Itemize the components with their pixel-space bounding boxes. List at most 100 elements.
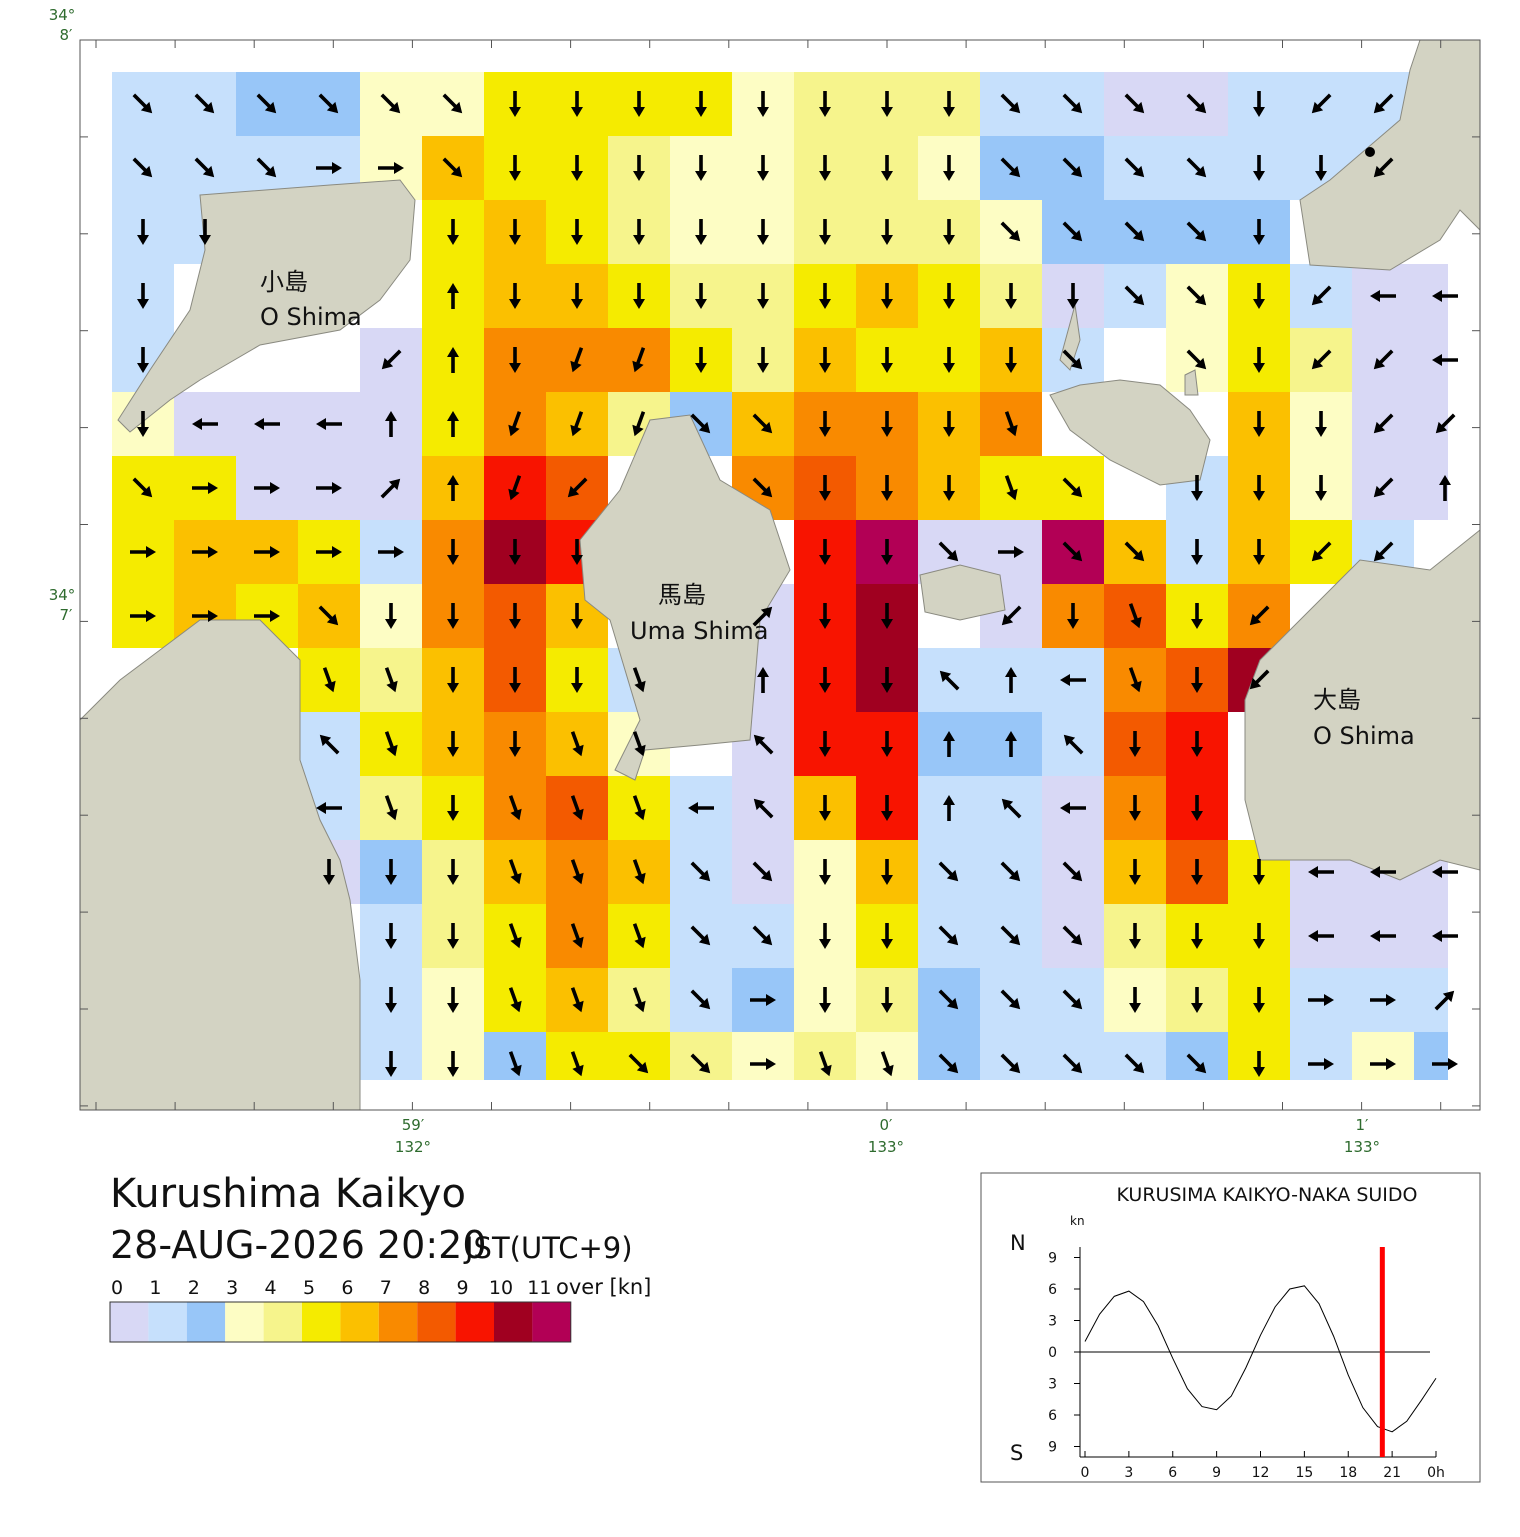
legend-swatch — [455, 1302, 494, 1342]
legend-tick: 8 — [418, 1277, 430, 1299]
current-arrow — [509, 667, 521, 693]
lon-minute: 59′ — [402, 1116, 425, 1134]
current-arrow — [633, 91, 645, 117]
current-arrow — [447, 603, 459, 629]
current-arrow — [508, 1051, 522, 1077]
current-arrow — [570, 731, 584, 757]
current-arrow — [1186, 93, 1207, 114]
current-arrow — [508, 411, 522, 437]
current-arrow — [1191, 795, 1203, 821]
speed-cell — [608, 1032, 670, 1080]
current-arrow — [752, 477, 773, 498]
current-arrow — [819, 731, 831, 757]
current-arrow — [1311, 349, 1332, 370]
legend-swatch — [494, 1302, 533, 1342]
current-arrow — [447, 347, 459, 373]
current-arrow — [132, 157, 153, 178]
current-arrow — [819, 859, 831, 885]
current-arrow — [130, 610, 156, 622]
current-arrow — [1186, 221, 1207, 242]
current-arrow — [571, 667, 583, 693]
current-arrow — [1432, 930, 1458, 942]
current-arrow — [819, 347, 831, 373]
current-arrow — [192, 610, 218, 622]
legend-tick: 5 — [303, 1277, 315, 1299]
current-arrow — [509, 539, 521, 565]
speed-cell — [1290, 1032, 1352, 1080]
current-arrow — [571, 155, 583, 181]
speed-cell — [1414, 1032, 1448, 1080]
legend-swatch — [148, 1302, 187, 1342]
current-arrow — [1434, 990, 1455, 1011]
current-arrow — [380, 478, 401, 499]
current-arrow — [752, 861, 773, 882]
lon-degree: 133° — [868, 1138, 904, 1156]
legend-swatch — [340, 1302, 379, 1342]
current-arrow — [508, 795, 522, 821]
current-arrow — [1000, 1053, 1021, 1074]
current-arrow — [384, 795, 398, 821]
current-arrow — [819, 795, 831, 821]
x-tick-label: 3 — [1124, 1465, 1133, 1481]
speed-cell — [1414, 968, 1448, 1032]
current-arrow — [137, 219, 149, 245]
tide-curve — [1084, 1285, 1437, 1433]
current-arrow — [695, 91, 707, 117]
legend-swatch — [417, 1302, 456, 1342]
legend: 0 1 2 3 4 5 6 7 8 9 10 11 over [kn] — [109, 1275, 651, 1343]
current-arrow — [447, 411, 459, 437]
current-arrow — [881, 731, 893, 757]
current-arrow — [192, 546, 218, 558]
land-islet — [1049, 379, 1211, 486]
current-arrow — [508, 987, 522, 1013]
current-arrow — [632, 795, 646, 821]
current-arrow — [318, 605, 339, 626]
current-arrow — [819, 475, 831, 501]
current-arrow — [1005, 731, 1017, 757]
legend-tick: 4 — [265, 1277, 277, 1299]
current-arrow — [385, 1051, 397, 1077]
current-arrow — [322, 667, 336, 693]
current-arrow — [1000, 861, 1021, 882]
current-arrow — [254, 418, 280, 430]
map-title: Kurushima Kaikyo — [110, 1171, 466, 1217]
current-arrow — [633, 219, 645, 245]
current-arrow — [447, 475, 459, 501]
current-arrow — [1253, 219, 1265, 245]
current-arrow — [130, 546, 156, 558]
current-arrow — [757, 219, 769, 245]
current-arrow — [819, 667, 831, 693]
current-arrow — [1253, 923, 1265, 949]
current-arrow — [819, 539, 831, 565]
land-uma-shima — [579, 414, 791, 781]
current-arrow — [254, 546, 280, 558]
x-tick-label: 15 — [1295, 1465, 1313, 1481]
datetime: 28-AUG-2026 20:20 — [110, 1223, 487, 1267]
current-arrow — [447, 859, 459, 885]
current-arrow — [509, 347, 521, 373]
current-arrow — [1435, 413, 1456, 434]
y-tick-label: 0 — [1048, 1345, 1057, 1361]
current-arrow — [1062, 1053, 1083, 1074]
current-arrow — [1186, 1053, 1207, 1074]
current-arrow — [316, 546, 342, 558]
current-arrow — [1253, 987, 1265, 1013]
current-arrow — [1004, 475, 1018, 501]
current-arrow — [881, 411, 893, 437]
legend-unit: over [kn] — [556, 1275, 651, 1299]
current-arrow — [881, 603, 893, 629]
current-arrow — [1191, 987, 1203, 1013]
current-arrow — [938, 925, 959, 946]
current-arrow — [943, 795, 955, 821]
current-arrow — [447, 1051, 459, 1077]
current-arrow — [881, 155, 893, 181]
current-arrow — [571, 539, 583, 565]
lat-minute: 8′ — [60, 26, 74, 44]
current-arrow — [1370, 994, 1396, 1006]
current-arrow — [323, 859, 335, 885]
current-arrow — [447, 987, 459, 1013]
speed-cell — [1166, 1032, 1228, 1080]
current-arrow — [570, 923, 584, 949]
current-arrow — [938, 541, 959, 562]
